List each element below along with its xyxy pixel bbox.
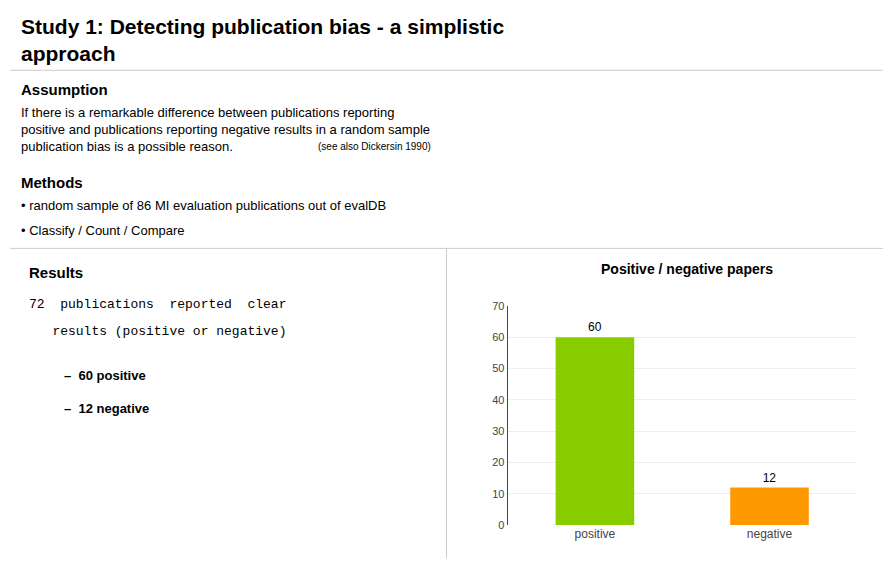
svg-text:Methods: Methods [21,174,83,191]
svg-text:negative: negative [747,527,793,541]
svg-text:Assumption: Assumption [21,81,108,98]
svg-text:12: 12 [763,471,777,485]
svg-text:30: 30 [492,425,504,437]
svg-text:20: 20 [492,456,504,468]
svg-text:60: 60 [588,320,602,334]
svg-text:Positive / negative papers: Positive / negative papers [601,261,773,277]
svg-text:40: 40 [492,394,504,406]
svg-text:50: 50 [492,362,504,374]
svg-text:results (positive or negative): results (positive or negative) [29,324,286,339]
svg-text:Results: Results [29,264,83,281]
svg-text:0: 0 [498,519,504,531]
svg-text:approach: approach [21,42,116,65]
svg-text:60: 60 [492,331,504,343]
svg-text:• Classify / Count / Compare: • Classify / Count / Compare [21,223,185,238]
svg-text:10: 10 [492,488,504,500]
svg-text:Study 1: Detecting publication: Study 1: Detecting publication bias - a … [21,15,504,38]
svg-text:(see also Dickersin 1990): (see also Dickersin 1990) [318,141,431,152]
svg-text:– 60 positive: – 60 positive [64,368,146,383]
svg-text:– 12 negative: – 12 negative [64,401,149,416]
svg-text:70: 70 [492,300,504,312]
svg-text:If there is a remarkable diffe: If there is a remarkable difference betw… [21,105,430,154]
svg-text:72 publications reported cl: 72 publications reported clear [29,297,286,312]
svg-text:• random sample of 86 MI evalu: • random sample of 86 MI evaluation publ… [21,198,386,213]
svg-text:positive: positive [575,527,616,541]
